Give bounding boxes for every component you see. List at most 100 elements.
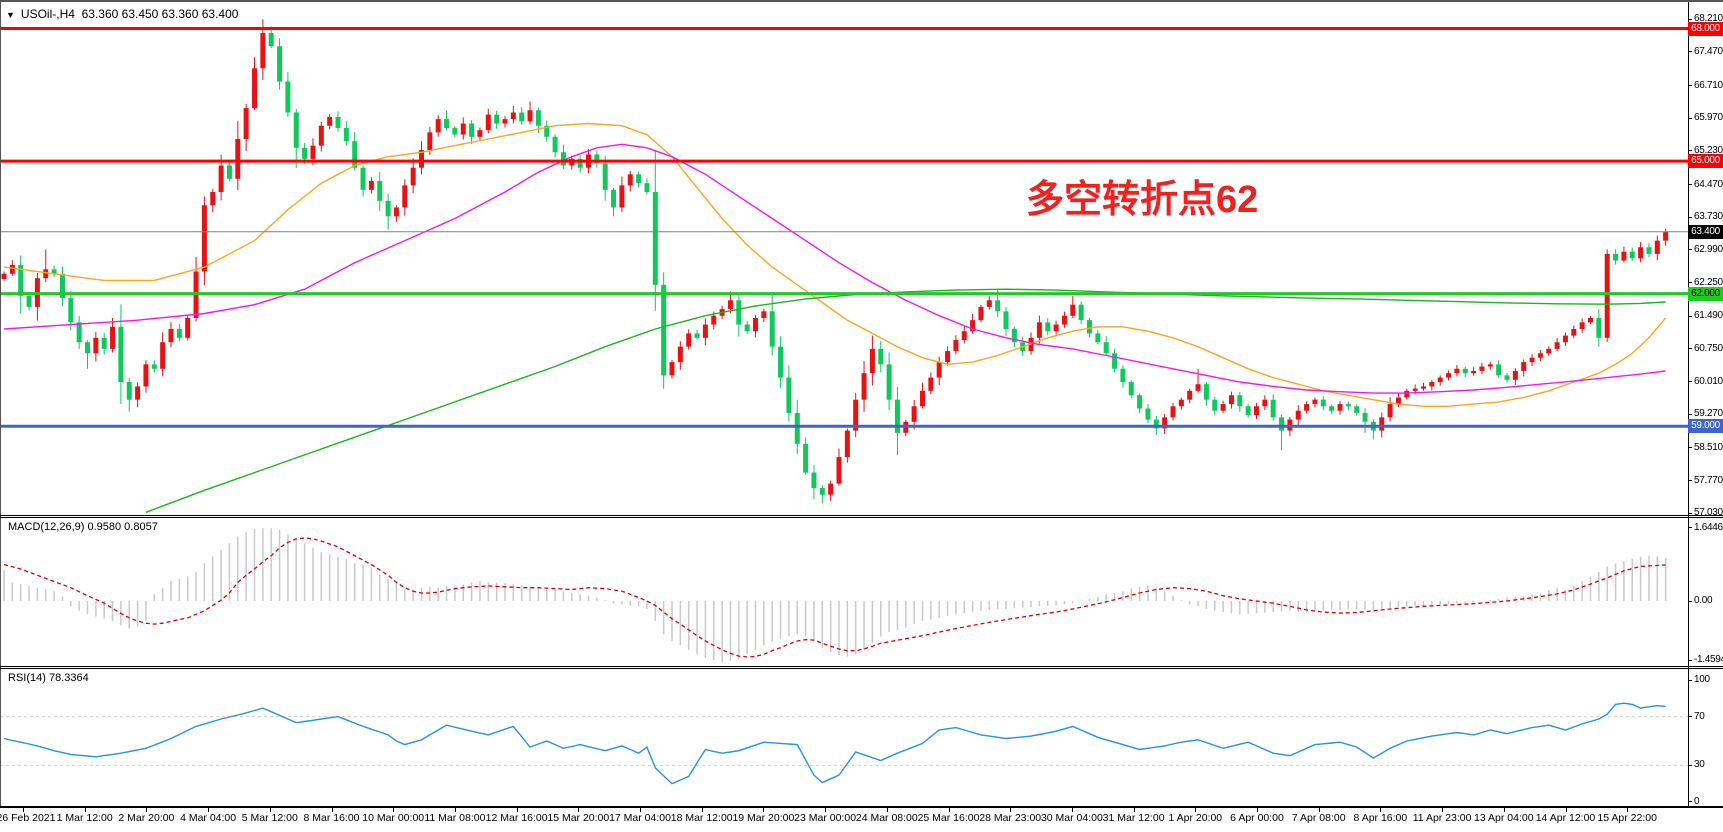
price-chart-canvas[interactable] xyxy=(0,2,1688,515)
rsi-tick xyxy=(1688,801,1692,803)
candle-body xyxy=(1103,342,1109,354)
ma-fast-orange xyxy=(3,122,1667,407)
pane-separator[interactable] xyxy=(0,668,1723,669)
price-tick-label: 65.230 xyxy=(1694,144,1723,156)
candle-body xyxy=(1162,417,1168,429)
candle-body xyxy=(644,183,650,193)
time-axis-label: 24 Mar 08:00 xyxy=(855,812,918,824)
pane-separator[interactable] xyxy=(0,517,1723,518)
candle-body xyxy=(844,430,850,458)
candle-body xyxy=(836,457,842,484)
price-tick-label: 65.970 xyxy=(1694,112,1723,124)
macd-indicator-canvas[interactable] xyxy=(0,519,1688,666)
candle-body xyxy=(1529,357,1535,363)
price-tick-label: 57.030 xyxy=(1694,507,1723,519)
candle-body xyxy=(318,125,324,146)
candle-body xyxy=(744,324,750,332)
candle-body xyxy=(151,364,157,369)
price-tick xyxy=(1688,348,1692,350)
candle-body xyxy=(1521,362,1527,371)
candle-body xyxy=(636,174,642,184)
candle-body xyxy=(1237,395,1243,407)
candle-body xyxy=(1638,247,1644,259)
candle-body xyxy=(1654,240,1660,254)
candle-body xyxy=(176,328,182,338)
time-tick xyxy=(701,808,703,812)
candle-body xyxy=(1604,253,1610,338)
candle-body xyxy=(335,116,341,128)
rsi-line xyxy=(3,702,1666,785)
candle-body xyxy=(928,377,934,391)
candle-body xyxy=(627,174,633,186)
candle-body xyxy=(1512,370,1518,380)
candle-body xyxy=(661,284,667,376)
rsi-indicator-canvas[interactable] xyxy=(0,670,1688,806)
candle-body xyxy=(1254,406,1259,416)
candle-body xyxy=(477,130,483,137)
candle-body xyxy=(1562,335,1568,343)
time-tick xyxy=(1133,808,1135,812)
candle-body xyxy=(1554,342,1560,349)
time-axis-label: 6 Apr 00:00 xyxy=(1230,812,1284,824)
candle-body xyxy=(1053,324,1059,332)
rsi-pane-label: RSI(14) 78.3364 xyxy=(8,672,89,684)
price-tick xyxy=(1688,512,1692,514)
chevron-down-icon[interactable]: ▼ xyxy=(6,10,15,20)
macd-tick xyxy=(1688,659,1692,661)
candle-body xyxy=(494,114,500,124)
time-axis[interactable]: 26 Feb 2021 1 Mar 12:00 2 Mar 20:00 4 Mar 0… xyxy=(0,806,1723,832)
time-tick xyxy=(886,808,888,812)
candle-body xyxy=(285,81,291,113)
chart-text-annotation[interactable]: 多空转折点62 xyxy=(1026,179,1259,221)
time-axis-label: 17 Mar 04:00 xyxy=(609,812,671,824)
candle-body xyxy=(669,362,675,376)
candle-body xyxy=(1579,322,1585,329)
candle-body xyxy=(1429,382,1435,387)
candle-body xyxy=(76,322,82,343)
price-tick-label: 60.750 xyxy=(1694,342,1723,354)
candle-body xyxy=(911,406,917,422)
candle-body xyxy=(1070,304,1076,316)
candle-body xyxy=(293,112,299,148)
macd-tick xyxy=(1688,527,1692,529)
time-axis-label: 31 Mar 12:00 xyxy=(1102,812,1165,824)
candle-body xyxy=(327,116,333,126)
candle-body xyxy=(995,300,1001,312)
ohlc-quote-values: 63.360 63.450 63.360 63.400 xyxy=(81,7,239,21)
price-axis[interactable]: 68.210 67.470 66.710 65.970 65.230 64.470 63.7… xyxy=(1688,0,1723,832)
candle-body xyxy=(544,125,550,137)
price-tick-label: 60.010 xyxy=(1694,375,1723,387)
candle-body xyxy=(1446,373,1452,378)
pane-separator[interactable] xyxy=(0,515,1723,516)
candle-body xyxy=(727,300,733,310)
rsi-tick xyxy=(1688,764,1692,766)
price-axis-line xyxy=(1688,2,1689,807)
candle-body xyxy=(1137,395,1143,409)
pane-separator[interactable] xyxy=(0,666,1723,667)
price-tick-label: 62.250 xyxy=(1694,276,1723,288)
candle-body xyxy=(1663,231,1669,241)
candle-body xyxy=(1337,404,1343,411)
candle-body xyxy=(260,32,266,69)
candle-body xyxy=(68,298,74,323)
candle-body xyxy=(93,337,99,354)
price-badge-62.000: 62.000 xyxy=(1688,286,1723,301)
price-tick xyxy=(1688,480,1692,482)
time-axis-label: 11 Apr 23:00 xyxy=(1412,812,1472,824)
candle-body xyxy=(552,136,558,153)
candle-body xyxy=(343,127,349,142)
candle-body xyxy=(402,185,408,208)
candle-body xyxy=(711,315,717,325)
candle-body xyxy=(1454,368,1460,374)
candle-body xyxy=(1395,397,1401,405)
candle-body xyxy=(828,483,834,495)
time-axis-label: 10 Mar 00:00 xyxy=(362,812,425,824)
rsi-tick-label: 0 xyxy=(1694,795,1700,807)
price-tick xyxy=(1688,184,1692,185)
ma-mid-magenta xyxy=(3,143,1666,394)
candle-body xyxy=(51,269,57,274)
time-tick xyxy=(1627,808,1629,812)
candle-body xyxy=(135,386,141,400)
candle-body xyxy=(535,110,541,126)
